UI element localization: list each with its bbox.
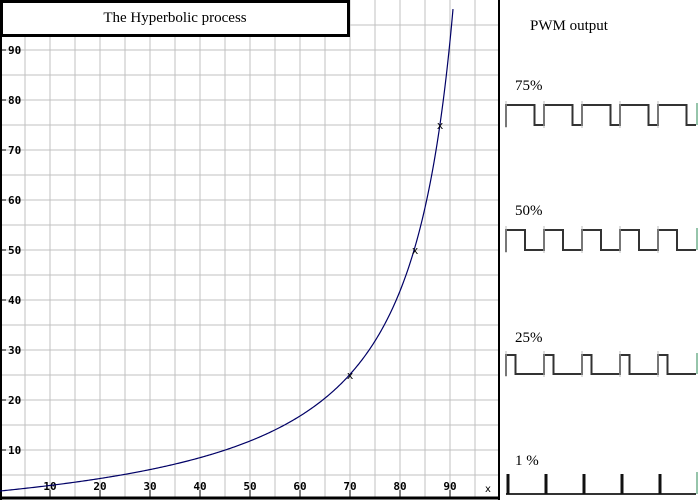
y-tick-label: 30 (8, 344, 21, 357)
axes: 10 20 30 40 50 60 70 80 90 10 20 30 40 50 60 70 80 90 x (0, 0, 500, 500)
y-tick-label: 50 (8, 244, 21, 257)
pwm-wave-50pct (505, 226, 698, 253)
curve-marker: x (437, 119, 444, 132)
pwm-label: 1 % (515, 453, 539, 469)
x-tick-label: 40 (193, 480, 206, 493)
y-tick-label: 20 (8, 394, 21, 407)
x-tick-label: 70 (343, 480, 356, 493)
x-tick-label: 10 (43, 480, 56, 493)
x-tick-label: 30 (143, 480, 156, 493)
x-tick-label: 50 (243, 480, 256, 493)
y-tick-label: 10 (8, 444, 21, 457)
x-tick-label: 20 (93, 480, 106, 493)
pwm-label: 75% (515, 78, 543, 94)
chart-title: The Hyperbolic process (0, 0, 350, 37)
y-tick-label: 80 (8, 94, 21, 107)
curve-marker: x (412, 244, 419, 257)
hyperbolic-curve (0, 9, 454, 492)
x-tick-label: 90 (443, 480, 456, 493)
pwm-wave-1pct (506, 472, 698, 495)
pwm-label: 50% (515, 203, 543, 219)
x-tick-label: 60 (293, 480, 306, 493)
pwm-waveforms (505, 101, 698, 495)
pwm-wave-75pct (505, 101, 698, 128)
pwm-wave-25pct (505, 351, 698, 377)
y-tick-label: 70 (8, 144, 21, 157)
curve-markers: x x x (347, 119, 444, 382)
y-tick-label: 60 (8, 194, 21, 207)
y-tick-label: 90 (8, 44, 21, 57)
pwm-title: PWM output (530, 18, 608, 34)
grid-lines (0, 0, 499, 497)
curve-marker: x (347, 369, 354, 382)
pwm-label: 25% (515, 330, 543, 346)
y-tick-label: 40 (8, 294, 21, 307)
x-axis-label: x (485, 484, 491, 495)
x-tick-label: 80 (393, 480, 406, 493)
